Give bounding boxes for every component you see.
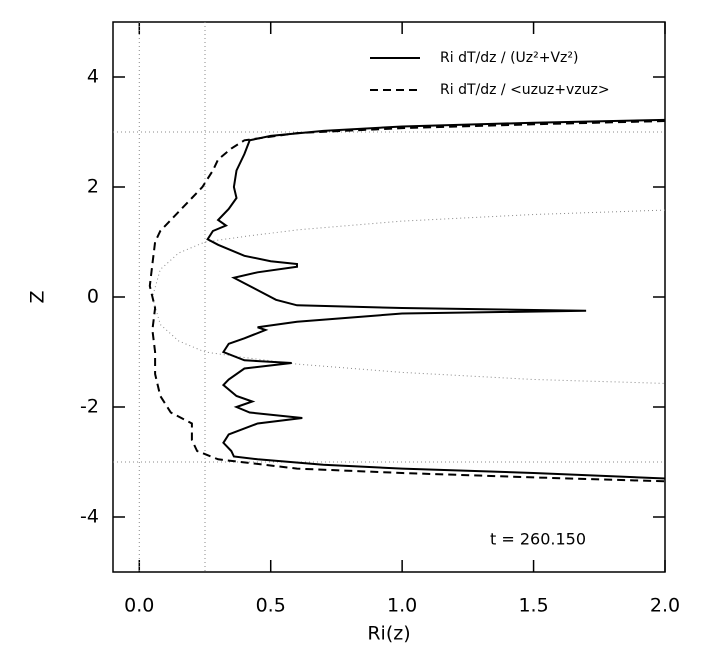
plot-frame xyxy=(112,21,666,573)
series-line xyxy=(206,118,666,480)
x-tick-label: 1.0 xyxy=(387,595,417,617)
y-tick-label: 0 xyxy=(87,286,99,308)
legend-label: Ri dT/dz / <uzuz+vzuz> xyxy=(440,82,610,98)
y-tick-label: 2 xyxy=(87,176,99,198)
x-axis-label: Ri(z) xyxy=(367,623,410,645)
reference-curve xyxy=(151,209,666,384)
y-tick-label: -4 xyxy=(80,506,99,528)
x-tick-label: 0.5 xyxy=(256,595,286,617)
y-tick-label: -2 xyxy=(80,396,99,418)
series-line xyxy=(148,120,666,483)
y-tick-label: 4 xyxy=(87,66,99,88)
x-tick-label: 2.0 xyxy=(650,595,680,617)
annotation: t = 260.150 xyxy=(490,530,586,549)
y-axis-label: Z xyxy=(27,290,49,303)
legend-label: Ri dT/dz / (Uz²+Vz²) xyxy=(440,50,578,66)
x-tick-label: 0.0 xyxy=(124,595,154,617)
x-tick-label: 1.5 xyxy=(518,595,548,617)
